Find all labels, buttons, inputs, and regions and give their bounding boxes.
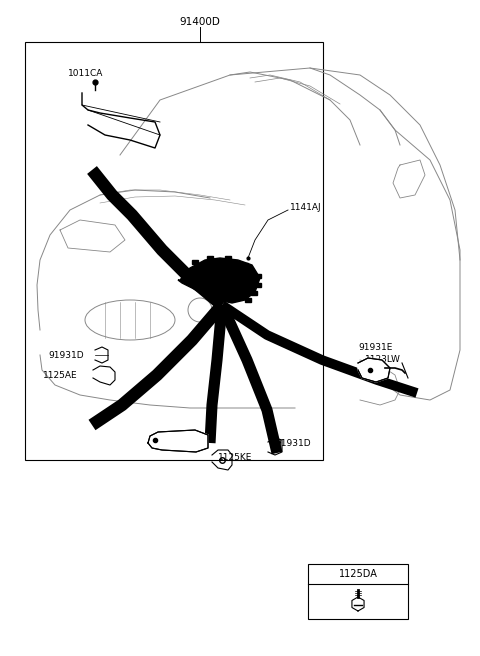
- Bar: [242, 263, 248, 267]
- Bar: [255, 274, 261, 278]
- Bar: [255, 283, 261, 287]
- Text: 1123LW: 1123LW: [365, 356, 401, 365]
- Bar: [192, 260, 198, 264]
- Circle shape: [188, 298, 212, 322]
- Polygon shape: [358, 358, 390, 382]
- Polygon shape: [178, 258, 260, 303]
- Text: 1011CA: 1011CA: [155, 440, 191, 449]
- Text: 1141AJ: 1141AJ: [290, 203, 322, 211]
- Bar: [207, 256, 213, 260]
- Text: 1125KE: 1125KE: [218, 453, 252, 462]
- Bar: [245, 298, 251, 302]
- Text: 1125DA: 1125DA: [338, 569, 377, 579]
- Text: 91931D: 91931D: [48, 350, 84, 359]
- Text: 91400D: 91400D: [180, 17, 220, 27]
- Text: 91931E: 91931E: [358, 342, 392, 352]
- Bar: [25, 42, 323, 460]
- Text: 1011CA: 1011CA: [68, 68, 103, 77]
- Ellipse shape: [85, 300, 175, 340]
- Bar: [225, 256, 231, 260]
- Bar: [308, 564, 408, 619]
- Bar: [251, 291, 257, 295]
- Text: 91931D: 91931D: [275, 438, 311, 447]
- Polygon shape: [148, 430, 208, 452]
- Text: 1125AE: 1125AE: [43, 371, 78, 380]
